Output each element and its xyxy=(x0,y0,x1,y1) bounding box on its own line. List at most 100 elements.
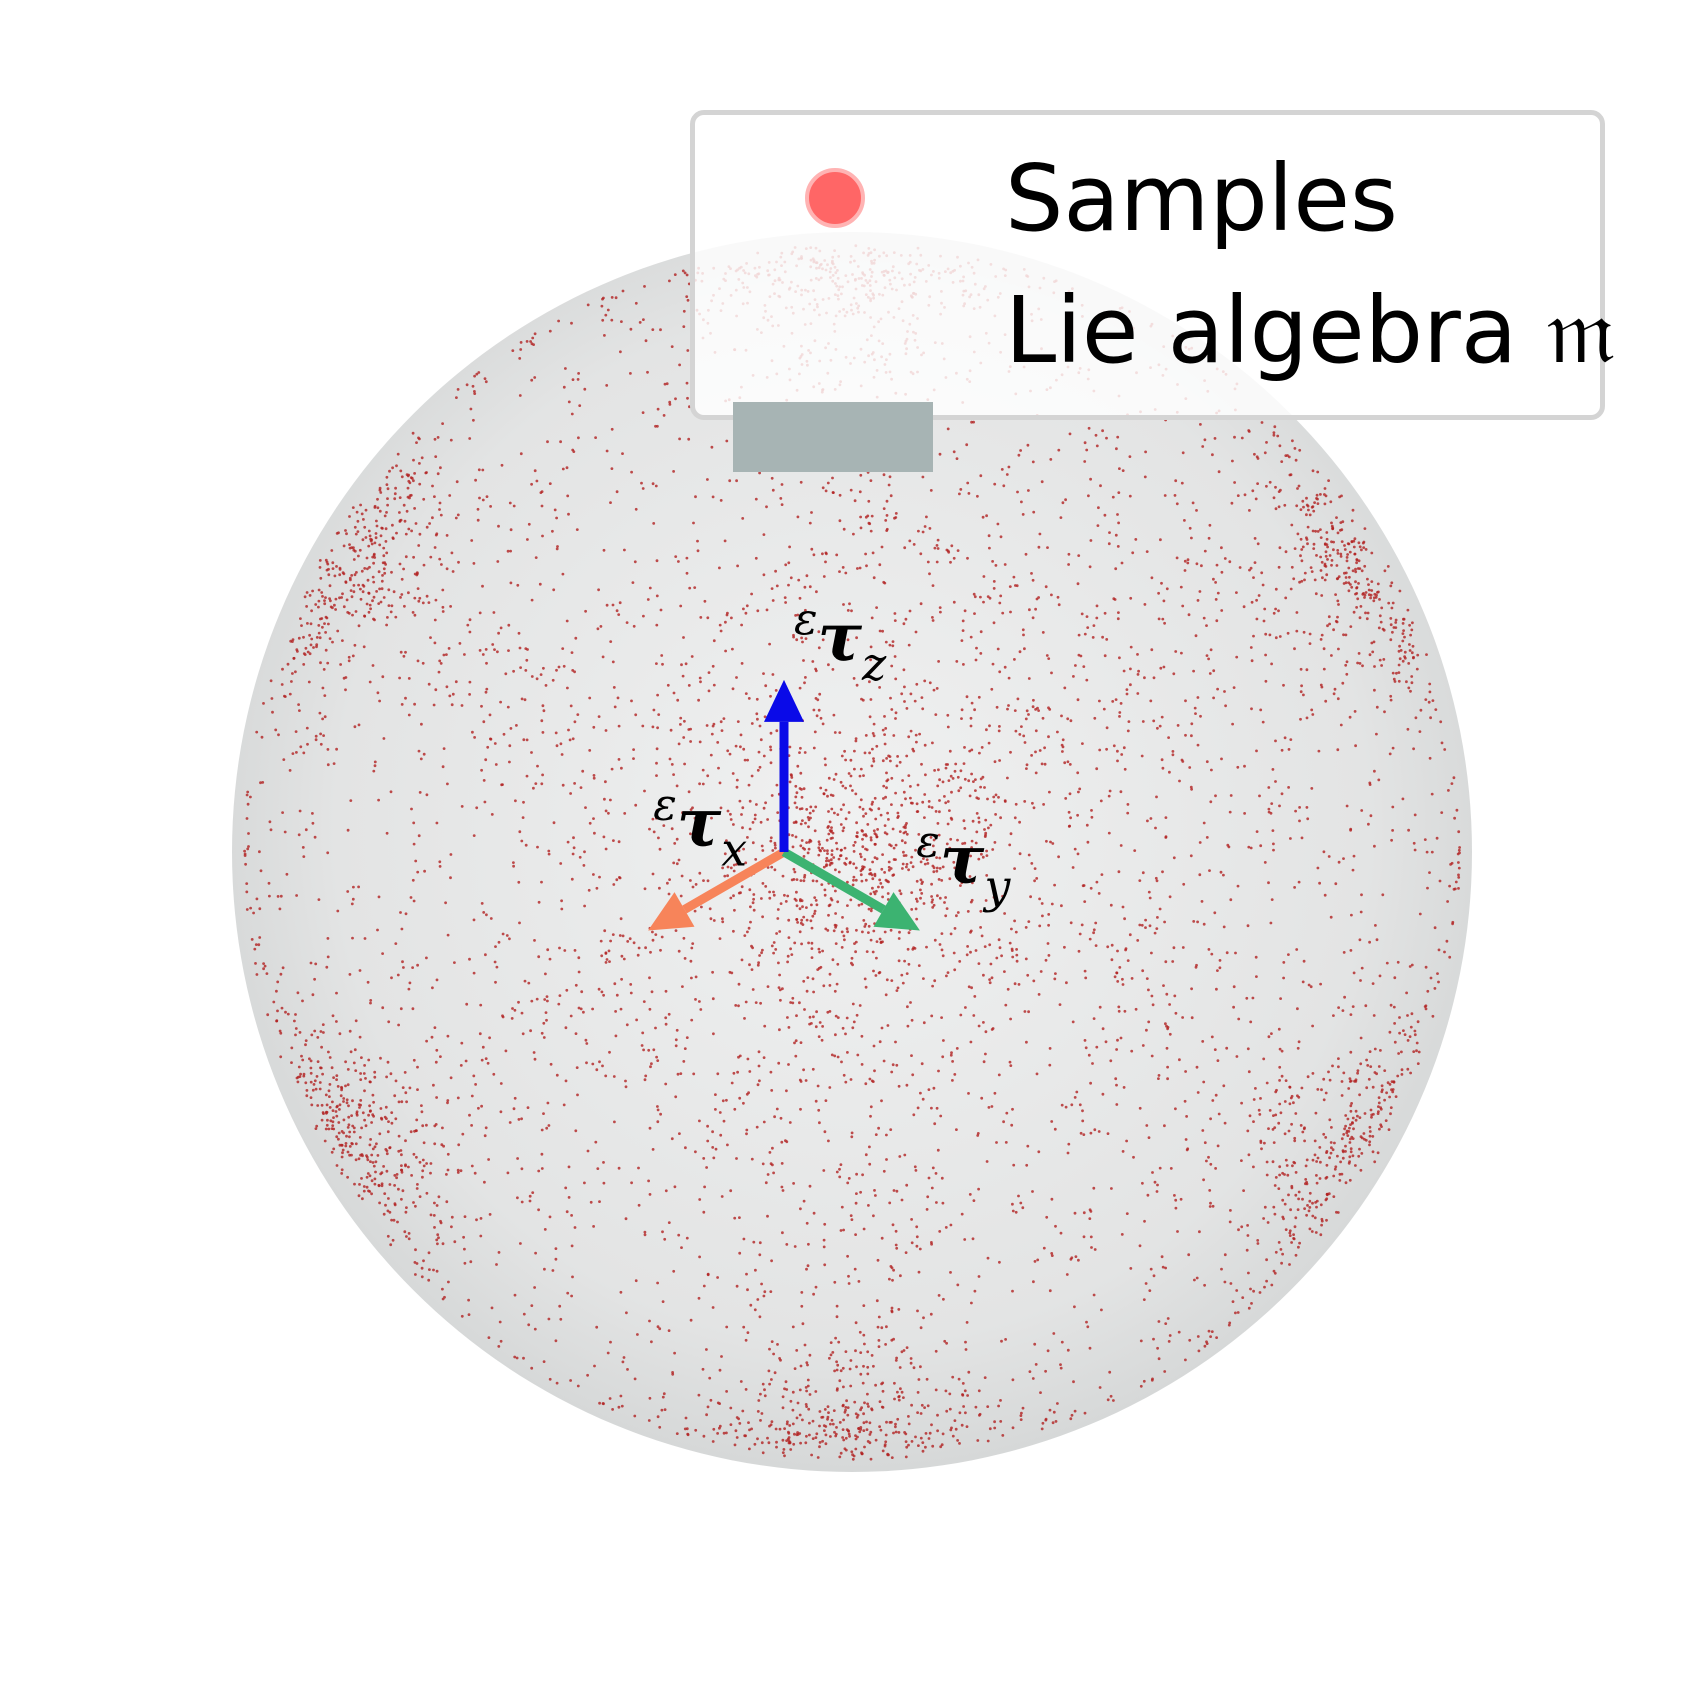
sample-point xyxy=(948,848,952,852)
sample-point xyxy=(756,1298,760,1301)
sample-point xyxy=(386,503,389,507)
sample-point xyxy=(1326,624,1329,628)
sample-point xyxy=(341,639,344,642)
sample-point xyxy=(1431,1014,1435,1018)
sample-point xyxy=(1389,1112,1392,1116)
sample-point xyxy=(520,697,524,701)
sample-point xyxy=(475,806,479,810)
sample-point xyxy=(1148,896,1152,900)
sample-point xyxy=(705,1348,708,1351)
sample-point xyxy=(346,1068,350,1071)
sample-point xyxy=(1340,1137,1344,1141)
sample-point xyxy=(971,881,974,885)
sample-point xyxy=(803,1343,807,1347)
sample-point xyxy=(384,1105,388,1109)
sample-point xyxy=(407,987,411,991)
sample-point xyxy=(537,1208,540,1212)
sample-point xyxy=(1273,1271,1277,1275)
sample-point xyxy=(783,1387,786,1391)
sample-point xyxy=(881,853,884,856)
sample-point xyxy=(1377,1096,1381,1099)
sample-point xyxy=(1108,789,1112,793)
sample-point xyxy=(1379,1106,1382,1109)
sample-point xyxy=(317,605,320,609)
sample-point xyxy=(435,978,439,982)
sample-point xyxy=(1309,985,1313,989)
sample-point xyxy=(354,610,358,613)
sample-point xyxy=(694,975,698,979)
sample-point xyxy=(299,745,303,749)
sample-point xyxy=(552,588,556,592)
sample-point xyxy=(435,821,439,825)
sample-point xyxy=(923,679,927,683)
sample-point xyxy=(317,599,321,603)
sample-point xyxy=(968,794,972,798)
sample-point xyxy=(595,1068,599,1072)
sample-point xyxy=(672,773,675,776)
sample-point xyxy=(944,766,948,770)
sample-point xyxy=(322,1031,325,1034)
sample-point xyxy=(445,1200,449,1204)
sample-point xyxy=(1410,681,1414,685)
sample-point xyxy=(894,1425,897,1429)
sample-point xyxy=(366,1172,370,1175)
sample-point xyxy=(868,1145,871,1149)
sample-point xyxy=(1437,948,1441,952)
sample-point xyxy=(1070,1413,1074,1417)
sample-point xyxy=(830,853,834,857)
sample-point xyxy=(1048,790,1051,794)
sample-point xyxy=(1363,564,1367,568)
sample-point xyxy=(1098,748,1102,752)
sample-point xyxy=(995,956,999,960)
sample-point xyxy=(813,829,817,833)
sample-point xyxy=(1390,838,1393,842)
sample-point xyxy=(1316,530,1320,533)
sample-point xyxy=(749,905,752,909)
sample-point xyxy=(571,852,575,856)
sample-point xyxy=(1289,1096,1293,1100)
sample-point xyxy=(854,950,857,954)
sample-point xyxy=(586,1149,590,1153)
sample-point xyxy=(807,1407,811,1411)
sample-point xyxy=(349,589,353,592)
sample-point xyxy=(848,860,852,864)
sample-point xyxy=(332,1116,335,1119)
sample-point xyxy=(821,846,824,850)
sample-point xyxy=(988,981,992,985)
sample-point xyxy=(439,513,443,517)
sample-point xyxy=(620,977,623,981)
sample-point xyxy=(828,1010,832,1013)
sample-point xyxy=(459,1064,463,1067)
sample-point xyxy=(1458,846,1461,849)
sample-point xyxy=(1293,547,1297,550)
sample-point xyxy=(864,515,868,519)
sample-point xyxy=(916,783,920,787)
sample-point xyxy=(1047,954,1051,957)
sample-point xyxy=(1235,1055,1239,1058)
sample-point xyxy=(1164,835,1168,839)
sample-point xyxy=(1025,1040,1028,1044)
sample-point xyxy=(934,1349,938,1353)
sample-point xyxy=(1089,886,1093,890)
sample-point xyxy=(391,1238,395,1242)
sample-point xyxy=(760,1282,763,1286)
sample-point xyxy=(770,1340,774,1343)
sample-point xyxy=(759,820,763,824)
sample-point xyxy=(1214,1093,1218,1097)
sample-point xyxy=(352,546,355,550)
sample-point xyxy=(789,1448,793,1451)
sample-point xyxy=(484,758,488,762)
sample-point xyxy=(1430,792,1434,796)
sample-point xyxy=(859,1372,863,1376)
sample-point xyxy=(772,1171,775,1175)
sample-point xyxy=(1203,549,1207,553)
sample-point xyxy=(1368,1143,1371,1147)
sample-point xyxy=(909,785,912,788)
sample-point xyxy=(759,1001,762,1005)
sample-point xyxy=(1451,920,1455,924)
sample-point xyxy=(881,895,884,899)
sample-point xyxy=(1041,631,1045,634)
sample-point xyxy=(740,813,743,816)
sample-point xyxy=(304,1081,308,1085)
